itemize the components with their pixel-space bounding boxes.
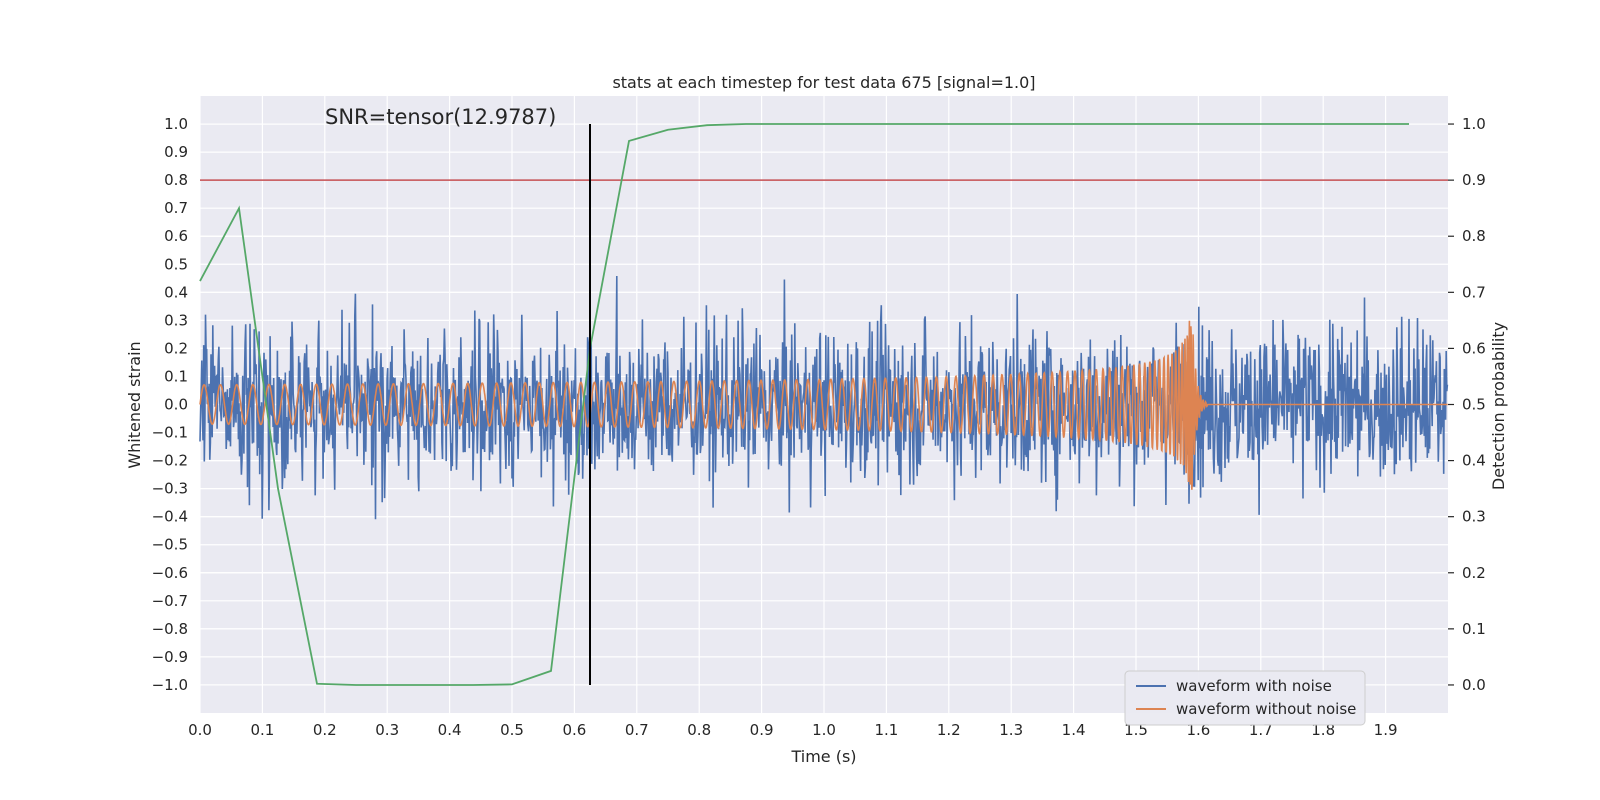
x-tick-label: 1.0 [812, 721, 836, 739]
x-tick-label: 0.3 [375, 721, 399, 739]
y-tick-label: −0.3 [152, 480, 188, 498]
y-tick-label: −0.6 [152, 564, 188, 582]
y2-tick-label: 0.5 [1462, 396, 1486, 414]
y-tick-label: −0.7 [152, 592, 188, 610]
noisy-waveform-line [199, 275, 1449, 520]
y2-tick-label: 0.4 [1462, 452, 1486, 470]
y2-tick-label: 0.6 [1462, 339, 1486, 357]
y2-tick-label: 0.0 [1462, 676, 1486, 694]
x-tick-label: 0.7 [625, 721, 649, 739]
y2-axis-label: Detection probability [1489, 322, 1508, 490]
y-tick-label: 0.5 [164, 255, 188, 273]
x-tick-label: 0.1 [250, 721, 274, 739]
clean-waveform-line [199, 320, 1448, 490]
y-tick-label: 0.7 [164, 199, 188, 217]
y2-tick-label: 0.2 [1462, 564, 1486, 582]
y-tick-label: −0.4 [152, 508, 188, 526]
x-tick-label: 1.4 [1062, 721, 1086, 739]
y-tick-label: 0.3 [164, 311, 188, 329]
y-tick-label: 0.1 [164, 367, 188, 385]
legend-label-noisy: waveform with noise [1176, 677, 1332, 695]
y2-tick-label: 0.7 [1462, 283, 1486, 301]
y2-tick-label: 0.9 [1462, 171, 1486, 189]
y-tick-label: −1.0 [152, 676, 188, 694]
grid [199, 96, 1448, 713]
chart-title: stats at each timestep for test data 675… [612, 73, 1035, 92]
y-tick-label: 0.6 [164, 227, 188, 245]
x-tick-label: 1.1 [874, 721, 898, 739]
y-tick-label: 0.9 [164, 143, 188, 161]
y-axis-label: Whitened strain [125, 341, 144, 468]
y-tick-label: 1.0 [164, 115, 188, 133]
legend: waveform with noise waveform without noi… [1124, 670, 1366, 726]
y-tick-label: 0.2 [164, 339, 188, 357]
legend-box [1124, 670, 1366, 726]
y-tick-labels: 1.0 0.9 0.8 0.7 0.6 0.5 0.4 0.3 0.2 0.1 0.0 −0.1 −0.… [152, 115, 188, 694]
x-tick-label: 0.6 [562, 721, 586, 739]
detection-probability-line [199, 123, 1409, 686]
x-tick-label: 0.2 [313, 721, 337, 739]
x-tick-label: 0.8 [687, 721, 711, 739]
x-axis-label: Time (s) [790, 747, 856, 766]
y-tick-label: −0.9 [152, 648, 188, 666]
x-tick-label: 0.5 [500, 721, 524, 739]
x-tick-label: 0.4 [438, 721, 462, 739]
y2-tick-label: 0.8 [1462, 227, 1486, 245]
x-tick-label: 1.9 [1374, 721, 1398, 739]
x-tick-label: 1.2 [937, 721, 961, 739]
y-tick-label: −0.5 [152, 536, 188, 554]
x-tick-label: 1.3 [999, 721, 1023, 739]
y2-tick-label: 0.3 [1462, 508, 1486, 526]
y2-tick-label: 0.1 [1462, 620, 1486, 638]
snr-annotation: SNR=tensor(12.9787) [325, 105, 556, 129]
y-tick-label: 0.4 [164, 283, 188, 301]
y-tick-label: −0.8 [152, 620, 188, 638]
x-tick-label: 0.9 [750, 721, 774, 739]
x-tick-label: 0.0 [188, 721, 212, 739]
y-tick-label: 0.8 [164, 171, 188, 189]
y2-tick-labels: 1.0 0.9 0.8 0.7 0.6 0.5 0.4 0.3 0.2 0.1 0.0 [1448, 115, 1486, 694]
y2-tick-label: 1.0 [1462, 115, 1486, 133]
y-tick-label: −0.1 [152, 424, 188, 442]
y-tick-label: 0.0 [164, 396, 188, 414]
y-tick-label: −0.2 [152, 452, 188, 470]
legend-label-clean: waveform without noise [1176, 700, 1356, 718]
